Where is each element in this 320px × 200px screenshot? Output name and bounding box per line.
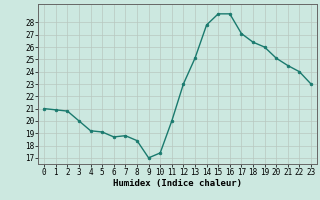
X-axis label: Humidex (Indice chaleur): Humidex (Indice chaleur) [113,179,242,188]
